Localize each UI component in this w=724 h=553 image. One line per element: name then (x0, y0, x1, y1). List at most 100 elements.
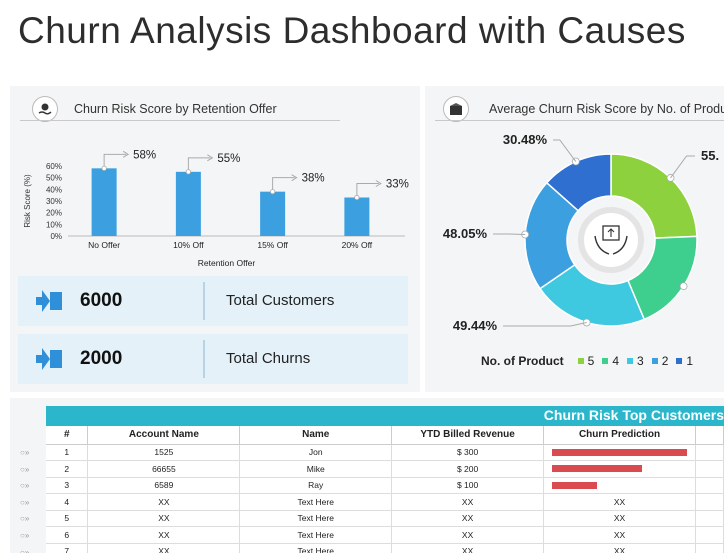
revenue-cell: XX (391, 526, 545, 544)
extra-cell (695, 493, 724, 511)
risk-score-bar-chart: Risk Score (%) 0% 10% 20% 30% 40% 50% 60% 58% No … (23, 149, 409, 268)
callout-dot (270, 189, 276, 195)
name-cell: Text Here (239, 493, 393, 511)
callout-arrowhead (291, 174, 298, 182)
callout-arrowhead (207, 154, 214, 162)
legend-swatch (627, 358, 634, 364)
table-banner: Churn Risk Top Customers (46, 406, 724, 426)
name-cell: Text Here (239, 543, 393, 553)
callout-line (103, 153, 127, 169)
row-drag-handle[interactable]: ○» (20, 514, 30, 524)
row-drag-handle[interactable]: ○» (20, 497, 30, 507)
legend-swatch (602, 358, 609, 364)
legend-item: 4 (602, 354, 619, 368)
legend-label: 5 (587, 354, 595, 368)
name-cell: Text Here (239, 510, 393, 527)
x-tick-label: No Offer (88, 240, 120, 250)
revenue-cell: $ 100 (391, 477, 545, 494)
churn-prediction-bar (552, 448, 688, 456)
legend-title: No. of Product (481, 354, 564, 368)
table-row: 5 XX Text Here XX XX (46, 510, 724, 527)
y-tick-label: 10% (46, 220, 62, 229)
data-label: 55% (217, 153, 240, 165)
legend-item: 3 (627, 354, 644, 368)
panel-header: Average Churn Risk Score by No. of Produ… (425, 86, 724, 126)
kpi-label: Total Customers (226, 292, 335, 309)
table-header-row: # Account Name Name YTD Billed Revenue C… (46, 426, 724, 445)
callout-dot (185, 169, 191, 175)
slice-label: 55. (701, 148, 719, 163)
churn-prediction-cell: XX (543, 493, 696, 511)
row-drag-handle[interactable]: ○» (20, 481, 30, 491)
callout-arrowhead (375, 180, 382, 187)
legend-label: 1 (686, 354, 694, 368)
divider (435, 120, 724, 121)
y-tick-label: 20% (46, 209, 62, 218)
legend-label: 2 (661, 354, 669, 368)
table-title: Churn Risk Top Customers (543, 407, 724, 423)
name-cell: Text Here (239, 526, 393, 544)
data-label: 38% (302, 173, 325, 185)
churn-prediction-cell: XX (543, 543, 696, 553)
row-drag-handle[interactable]: ○» (20, 531, 30, 540)
kpi-value: 6000 (80, 290, 123, 311)
extra-cell (695, 510, 724, 527)
y-tick-label: 30% (46, 197, 62, 206)
slice-marker (679, 282, 688, 291)
account-name-cell: 66655 (87, 460, 241, 478)
pie-slice (538, 263, 646, 327)
slice-marker (582, 318, 591, 327)
name-cell: Jon (239, 444, 393, 461)
account-name-cell: XX (87, 543, 241, 553)
extra-cell (695, 526, 724, 544)
data-label: 33% (386, 179, 409, 191)
panel-title: Churn Risk Score by Retention Offer (74, 102, 277, 116)
account-name-cell: 1525 (87, 444, 241, 461)
slice-label: 49.44% (453, 318, 498, 333)
callout-dot (354, 194, 360, 201)
row-drag-handle[interactable]: ○» (20, 464, 30, 474)
y-tick-label: 40% (46, 185, 62, 194)
churn-prediction-bar (552, 481, 598, 489)
pie-slice (545, 153, 612, 212)
legend-item: 1 (676, 354, 693, 368)
row-drag-handle[interactable]: ○» (20, 448, 30, 457)
legend-item: 2 (651, 354, 669, 368)
y-tick-label: 50% (46, 174, 62, 183)
churn-score-donut-chart: 55. 49.44% 48.05% 30.48% (443, 132, 719, 333)
x-tick-label: 10% Off (173, 240, 204, 250)
x-tick-label: 20% Off (342, 240, 373, 250)
column-header: YTD Billed Revenue (391, 426, 545, 445)
top-customers-table-panel: Churn Risk Top Customers # Account Name … (10, 398, 724, 553)
column-header: Account Name (87, 426, 241, 445)
arrow-right-icon (36, 348, 62, 370)
legend-swatch (577, 358, 584, 364)
column-header: # (46, 426, 89, 445)
churn-prediction-cell (543, 444, 696, 461)
churn-prediction-cell: XX (543, 526, 696, 544)
legend-swatch (676, 358, 683, 364)
slice-callout-line (670, 155, 695, 179)
arrow-right-icon (36, 290, 62, 312)
divider (203, 340, 205, 378)
hands-box-icon (594, 225, 628, 255)
slice-callout-line (493, 233, 526, 236)
churn-prediction-cell (543, 460, 696, 478)
bar (260, 191, 286, 236)
legend-label: 4 (612, 354, 620, 368)
revenue-cell: XX (391, 510, 545, 527)
callout-dot (101, 165, 107, 171)
retention-offer-panel: Churn Risk Score by Retention Offer Risk… (10, 86, 420, 392)
row-drag-handle[interactable]: ○» (20, 547, 30, 553)
account-name-cell: XX (87, 510, 241, 527)
churn-prediction-bar (552, 465, 643, 473)
row-number: 6 (46, 526, 89, 544)
legend-swatch (651, 358, 658, 364)
bar (91, 168, 117, 236)
callout-arrowhead (122, 150, 130, 158)
extra-cell (695, 477, 724, 494)
slice-label: 48.05% (443, 226, 488, 241)
table-row: 6 XX Text Here XX XX (46, 526, 724, 544)
pie-legend: No. of Product 5 4 3 2 1 (481, 354, 701, 368)
column-header: Name (239, 426, 393, 445)
